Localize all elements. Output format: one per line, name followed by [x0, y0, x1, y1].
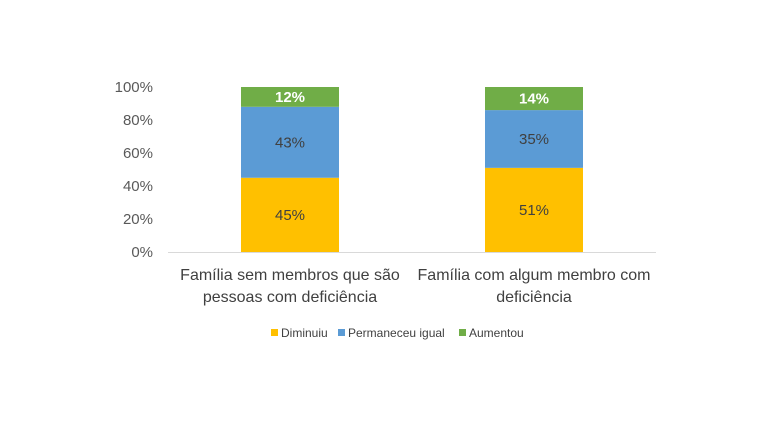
category-label: pessoas com deficiência: [203, 289, 377, 306]
y-tick-label: 60%: [123, 145, 153, 162]
bar-segment: [485, 87, 583, 111]
legend-swatch: [271, 329, 278, 336]
legend-label: Diminuiu: [281, 326, 328, 340]
data-label: 51%: [519, 202, 549, 219]
bar-segment: [241, 87, 339, 107]
y-tick-label: 0%: [131, 244, 153, 261]
bar-segment: [485, 167, 583, 252]
data-label: 45%: [275, 207, 305, 224]
category-label: Família com algum membro com: [418, 267, 651, 284]
y-tick-label: 80%: [123, 112, 153, 129]
legend-label: Permaneceu igual: [348, 326, 445, 340]
y-tick-label: 100%: [115, 79, 153, 96]
data-label: 14%: [519, 91, 549, 108]
legend-label: Aumentou: [469, 326, 524, 340]
data-label: 35%: [519, 131, 549, 148]
category-label: Família sem membros que são: [180, 267, 400, 284]
y-tick-label: 40%: [123, 178, 153, 195]
y-tick-label: 20%: [123, 211, 153, 228]
bar-segment: [485, 110, 583, 168]
category-label: deficiência: [496, 289, 572, 306]
legend-swatch: [338, 329, 345, 336]
data-label: 12%: [275, 89, 305, 106]
bar-segment: [241, 106, 339, 178]
data-label: 43%: [275, 134, 305, 151]
legend-swatch: [459, 329, 466, 336]
bar-segment: [241, 177, 339, 252]
